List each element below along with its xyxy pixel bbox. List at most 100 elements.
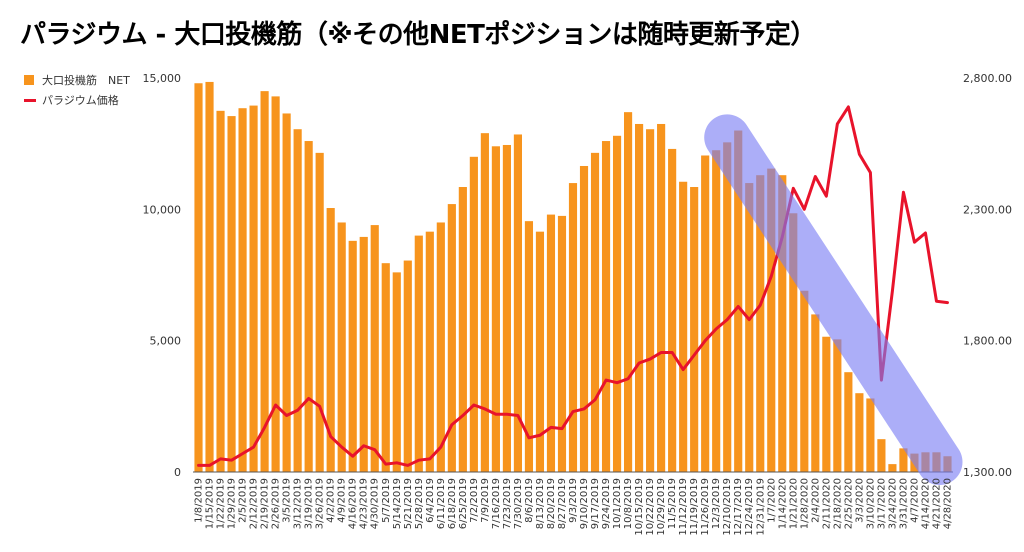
x-tick-label: 2/4/2020 [810,478,821,523]
x-tick-label: 1/28/2020 [799,478,810,529]
x-tick-label: 2/26/2019 [271,478,282,529]
y-right-tick-label: 1,800.00 [963,335,1012,348]
x-tick-label: 1/21/2020 [788,478,799,529]
bar [579,165,589,473]
bar [657,123,666,472]
bar [590,152,600,473]
bar [458,187,467,472]
bar [337,222,346,472]
x-tick-label: 5/28/2019 [414,478,425,529]
bar [833,339,842,472]
x-tick-label: 1/29/2019 [227,478,238,529]
bar [249,105,258,472]
x-tick-label: 5/14/2019 [392,478,403,529]
bar [866,398,875,472]
x-tick-label: 8/6/2019 [524,478,535,523]
bar [624,112,633,473]
x-tick-label: 3/3/2020 [854,478,865,523]
x-tick-label: 1/8/2019 [194,478,205,523]
bar [348,240,357,472]
x-tick-label: 2/5/2019 [238,478,249,523]
x-tick-label: 7/9/2019 [480,478,491,523]
bar [612,135,622,473]
bar [679,181,688,472]
bar [502,144,511,473]
bar [601,141,611,473]
bar [723,142,732,472]
bar [469,156,478,473]
bar [568,183,578,472]
bar [535,231,545,472]
bar [370,225,379,472]
y-left-tick-label: 5,000 [150,335,182,348]
bar [425,231,434,472]
x-tick-label: 11/26/2019 [700,478,711,536]
x-tick-label: 8/27/2019 [557,478,568,529]
x-tick-label: 11/19/2019 [689,478,700,536]
bar [447,204,456,472]
x-tick-label: 9/17/2019 [590,478,601,529]
x-tick-label: 11/12/2019 [678,478,689,536]
legend-item-price: パラジウム価格 [24,90,130,110]
x-tick-label: 4/21/2020 [931,478,942,529]
x-tick-label: 2/19/2019 [260,478,271,529]
x-tick-label: 7/2/2019 [469,478,480,523]
x-tick-label: 3/31/2020 [898,478,909,529]
bar [557,215,567,472]
x-tick-label: 1/15/2019 [205,478,216,529]
x-tick-label: 2/25/2020 [843,478,854,529]
bar [304,141,313,473]
x-tick-label: 4/30/2019 [370,478,381,529]
x-tick-label: 10/29/2019 [656,478,667,536]
legend-label-price: パラジウム価格 [42,94,119,107]
bar [789,213,798,472]
x-tick-label: 2/11/2020 [821,478,832,529]
x-tick-label: 6/18/2019 [447,478,458,529]
x-tick-label: 8/20/2019 [546,478,557,529]
x-tick-label: 1/22/2019 [216,478,227,529]
chart-title: パラジウム - 大口投機筋（※その他NETポジションは随時更新予定） [20,20,816,50]
bar [403,260,412,472]
bar [392,272,401,472]
bar [282,113,291,473]
x-tick-label: 4/23/2019 [359,478,370,529]
x-tick-label: 12/3/2019 [711,478,722,529]
legend: 大口投機筋 NET パラジウム価格 [24,70,130,110]
x-tick-label: 12/31/2019 [755,478,766,536]
x-tick-label: 3/17/2020 [876,478,887,529]
bar [315,152,324,473]
x-tick-label: 4/9/2019 [337,478,348,523]
bar [734,130,743,472]
bar [480,133,489,472]
bar [359,236,368,472]
x-tick-label: 12/10/2019 [722,478,733,536]
price-line [197,105,949,467]
bar [767,168,776,472]
bar [811,314,820,472]
x-tick-label: 7/30/2019 [513,478,524,529]
bar [216,110,225,472]
x-tick-label: 10/22/2019 [645,478,656,536]
bar [668,148,677,473]
x-tick-label: 4/7/2020 [909,478,920,523]
x-tick-label: 10/1/2019 [612,478,623,529]
legend-item-net: 大口投機筋 NET [24,70,130,90]
x-tick-label: 4/16/2019 [348,478,359,529]
bar [701,155,710,473]
bar [326,208,335,472]
bar [899,448,908,472]
legend-swatch-line [24,98,36,102]
x-tick-label: 7/23/2019 [502,478,513,529]
bar [381,263,390,472]
x-tick-label: 11/5/2019 [667,478,678,529]
bar [271,96,280,472]
x-tick-label: 12/24/2019 [744,478,755,536]
x-tick-label: 8/13/2019 [535,478,546,529]
bar [822,336,831,472]
bar [513,134,522,472]
x-tick-label: 9/10/2019 [579,478,590,529]
bar [855,393,864,472]
legend-swatch-bar [24,75,34,85]
x-tick-label: 1/14/2020 [777,478,788,529]
x-tick-label: 3/24/2020 [887,478,898,529]
